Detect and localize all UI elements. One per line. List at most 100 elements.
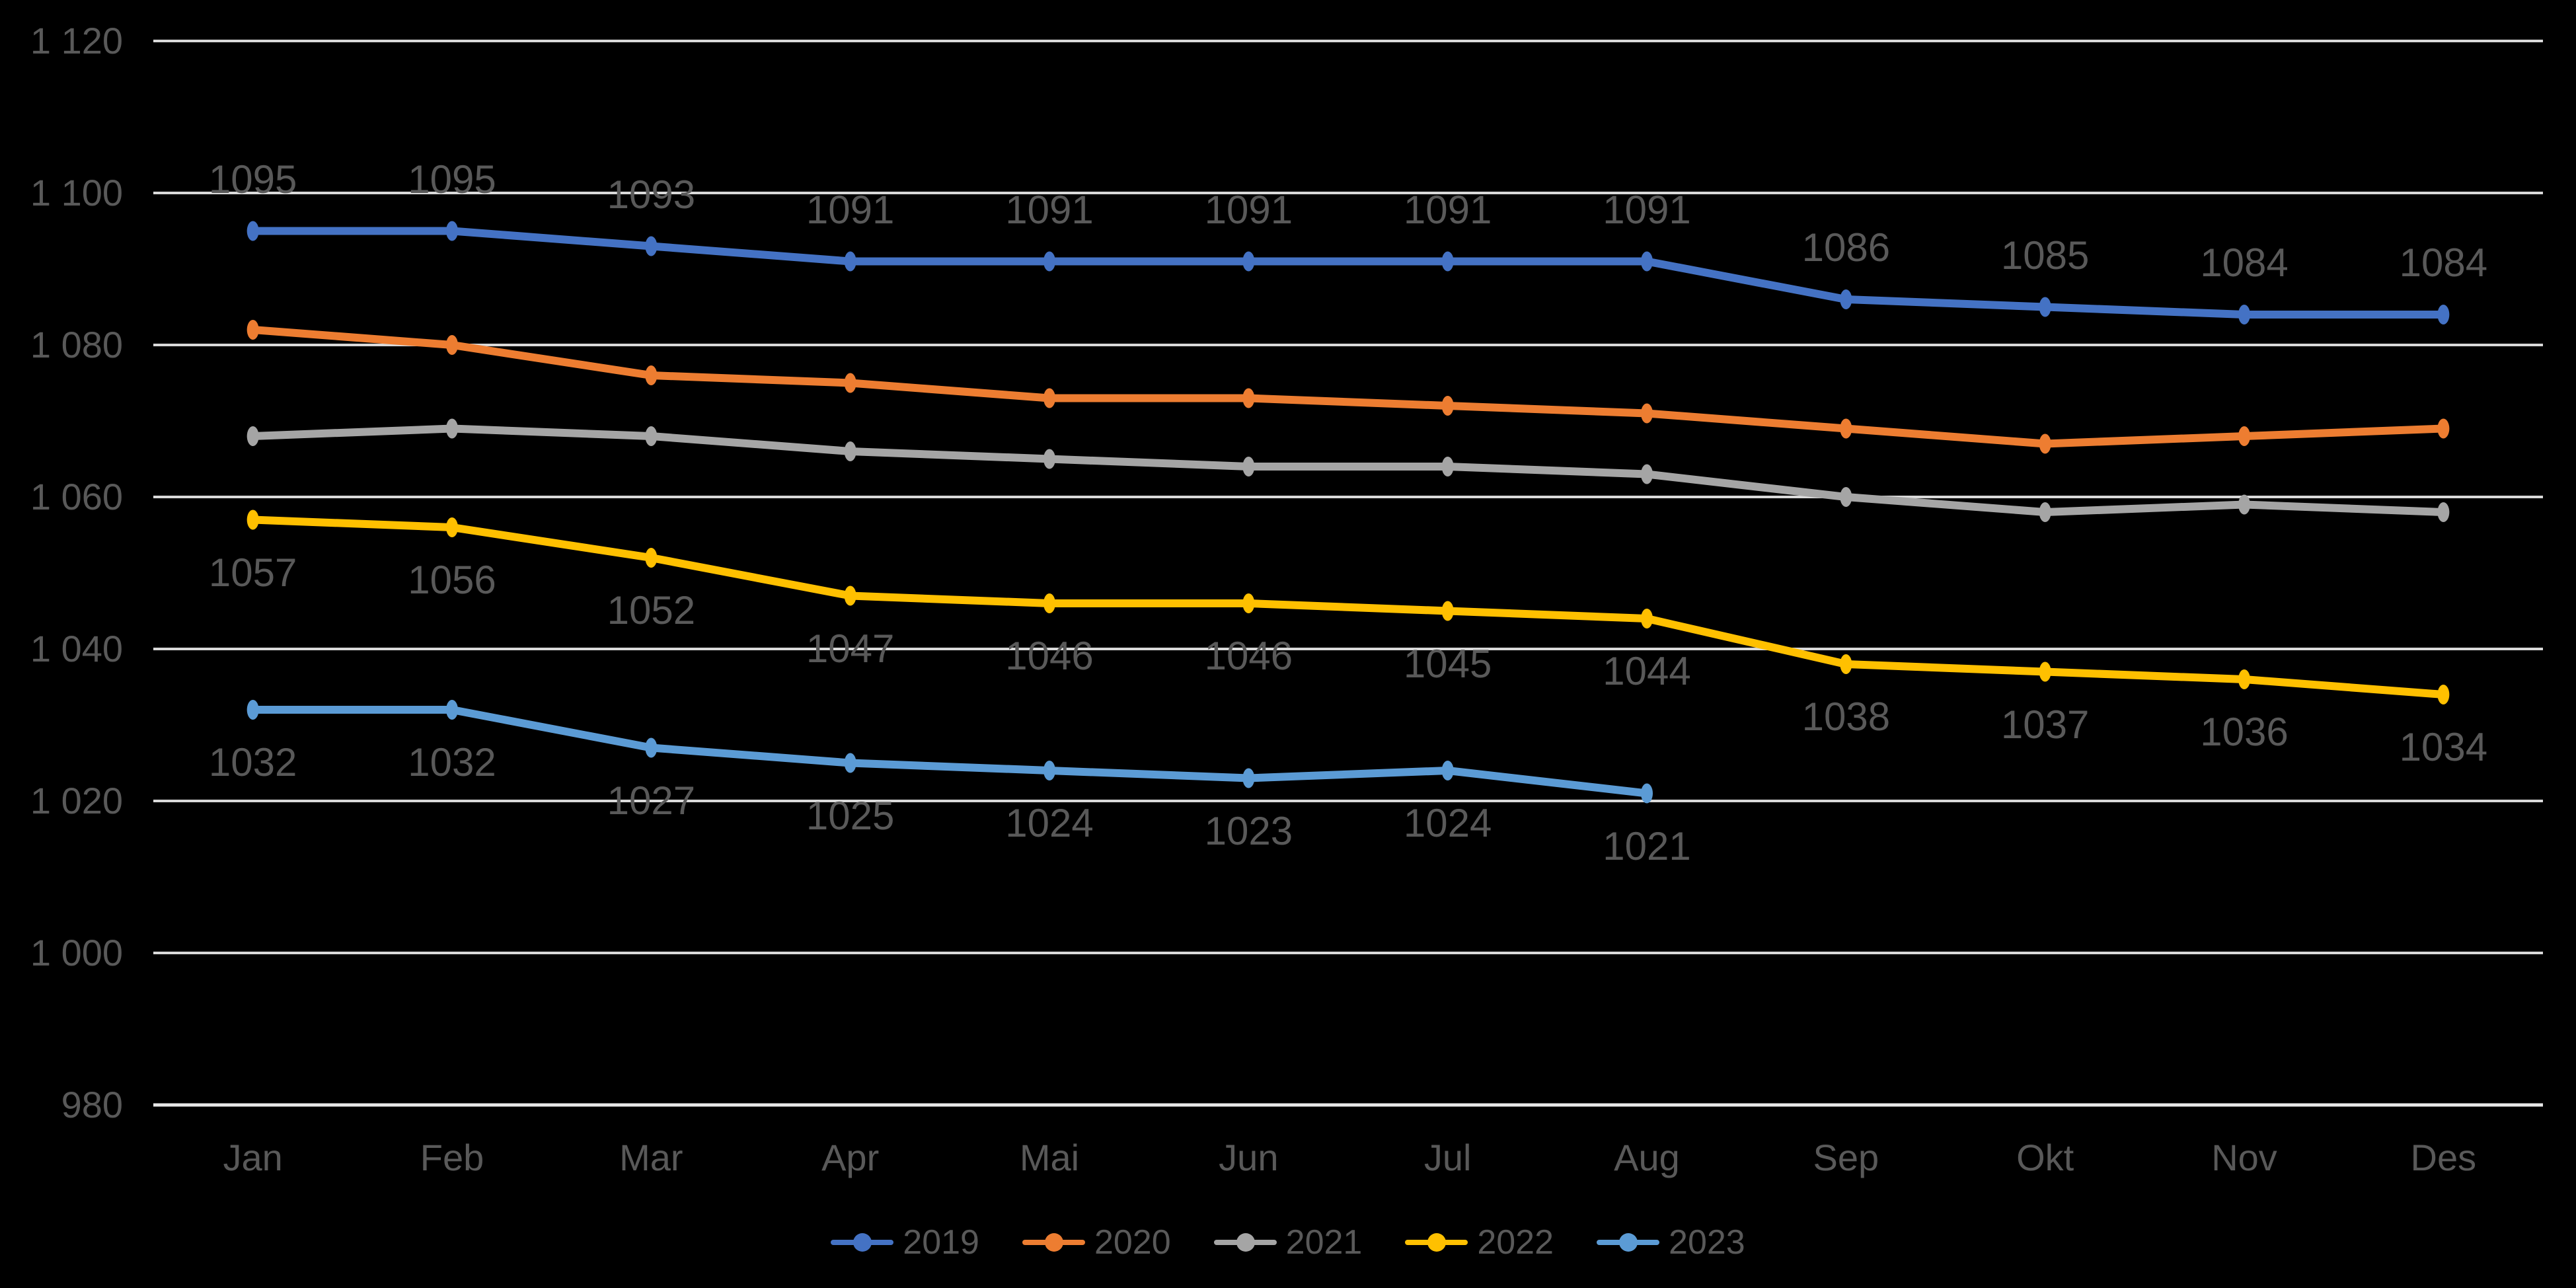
legend-item-2020: 2020	[1022, 1225, 1171, 1260]
data-point-marker-2023	[1641, 783, 1653, 804]
data-label-2023: 1021	[1603, 823, 1691, 868]
legend-item-2023: 2023	[1597, 1225, 1745, 1260]
data-point-marker-2022	[1242, 593, 1255, 613]
x-axis-label: Aug	[1614, 1137, 1680, 1178]
data-point-marker-2022	[844, 586, 856, 606]
x-axis-label: Jan	[223, 1137, 283, 1178]
data-label-2023: 1025	[806, 793, 895, 838]
data-point-marker-2019	[1641, 251, 1653, 272]
data-point-marker-2021	[1840, 487, 1852, 507]
y-axis-label: 1 080	[30, 324, 123, 365]
series-line-2022	[248, 515, 2448, 699]
x-axis-label: Nov	[2211, 1137, 2277, 1178]
legend-marker-icon	[1213, 1233, 1277, 1252]
data-point-marker-2019	[2437, 305, 2450, 324]
legend-dot	[1236, 1233, 1255, 1252]
data-point-marker-2022	[1441, 601, 1454, 621]
legend-label: 2022	[1477, 1223, 1554, 1262]
data-label-2019: 1091	[1204, 187, 1293, 232]
data-point-marker-2020	[844, 373, 856, 393]
data-label-2019: 1091	[1403, 187, 1492, 232]
data-label-2019: 1085	[2000, 233, 2090, 278]
data-label-2019: 1086	[1801, 225, 1891, 270]
data-point-marker-2022	[2039, 662, 2051, 682]
data-point-marker-2019	[1043, 251, 1055, 272]
data-label-2022: 1045	[1403, 641, 1492, 686]
data-label-2022: 1034	[2399, 725, 2488, 769]
data-point-marker-2022	[645, 548, 658, 568]
data-point-marker-2020	[1840, 418, 1852, 439]
data-label-2023: 1032	[208, 740, 297, 784]
y-axis-label: 1 120	[30, 20, 123, 61]
data-label-2022: 1052	[607, 588, 696, 632]
data-point-marker-2020	[2039, 434, 2051, 454]
x-axis-label: Jun	[1219, 1137, 1279, 1178]
data-label-2022: 1044	[1603, 649, 1691, 693]
y-axis-label: 1 020	[30, 780, 123, 821]
legend-marker-icon	[1597, 1233, 1660, 1252]
series-line-2020	[248, 326, 2448, 448]
data-point-marker-2020	[1043, 388, 1055, 408]
data-label-2022: 1046	[1005, 634, 1094, 678]
data-point-marker-2020	[2238, 426, 2250, 446]
data-point-marker-2021	[446, 418, 458, 439]
data-label-2023: 1027	[607, 778, 696, 823]
data-label-2019: 1091	[806, 187, 895, 232]
legend-label: 2023	[1669, 1223, 1745, 1262]
legend-marker-icon	[1405, 1233, 1468, 1252]
series-line-2023	[248, 706, 1651, 798]
x-axis-label: Jul	[1423, 1137, 1472, 1178]
data-label-2022: 1037	[2000, 702, 2090, 747]
data-label-2019: 1093	[607, 172, 696, 217]
data-point-marker-2019	[844, 251, 856, 272]
y-axis-label: 1 040	[30, 628, 123, 669]
data-point-marker-2021	[2039, 502, 2051, 522]
legend-marker-icon	[1022, 1233, 1085, 1252]
data-point-marker-2023	[1441, 761, 1454, 780]
data-point-marker-2019	[645, 236, 658, 256]
data-point-marker-2022	[1641, 609, 1653, 628]
data-point-marker-2022	[1043, 593, 1055, 613]
legend-label: 2021	[1285, 1223, 1363, 1262]
legend-dot	[1619, 1233, 1638, 1252]
x-axis-label: Mai	[1019, 1137, 1080, 1178]
y-axis-label: 1 000	[30, 932, 123, 973]
data-point-marker-2020	[446, 335, 458, 355]
data-point-marker-2020	[246, 320, 259, 340]
data-label-2022: 1047	[806, 626, 895, 671]
y-axis-label: 1 100	[30, 172, 123, 213]
data-point-marker-2022	[2238, 669, 2250, 689]
data-point-marker-2023	[1242, 768, 1255, 788]
data-point-marker-2022	[2437, 685, 2450, 704]
data-label-2023: 1024	[1005, 801, 1094, 845]
data-point-marker-2019	[246, 221, 259, 241]
legend-dot	[1427, 1233, 1447, 1252]
data-point-marker-2021	[1242, 457, 1255, 476]
legend-label: 2019	[903, 1223, 979, 1262]
data-point-marker-2023	[446, 700, 458, 720]
legend-label: 2020	[1094, 1223, 1171, 1262]
x-axis-label: Sep	[1813, 1137, 1879, 1178]
legend-dot	[1044, 1233, 1063, 1252]
data-point-marker-2022	[1840, 654, 1852, 674]
data-point-marker-2019	[2039, 297, 2051, 317]
data-point-marker-2023	[246, 700, 259, 720]
x-axis-label: Okt	[2016, 1137, 2074, 1178]
data-point-marker-2020	[1441, 396, 1454, 416]
y-axis-label: 1 060	[30, 476, 123, 517]
x-axis-label: Mar	[619, 1137, 683, 1178]
data-point-marker-2022	[446, 517, 458, 537]
data-label-2023: 1032	[408, 740, 496, 784]
series-line-2019	[248, 227, 2448, 319]
data-point-marker-2020	[1242, 388, 1255, 408]
data-point-marker-2019	[1840, 289, 1852, 309]
data-point-marker-2019	[2238, 305, 2250, 324]
data-point-marker-2021	[1641, 464, 1653, 484]
legend-marker-icon	[831, 1233, 894, 1252]
x-axis-label: Apr	[821, 1137, 880, 1178]
data-point-marker-2019	[1242, 251, 1255, 272]
data-point-marker-2023	[1043, 761, 1055, 780]
data-point-marker-2022	[246, 510, 259, 530]
series-line-2021	[248, 424, 2448, 516]
